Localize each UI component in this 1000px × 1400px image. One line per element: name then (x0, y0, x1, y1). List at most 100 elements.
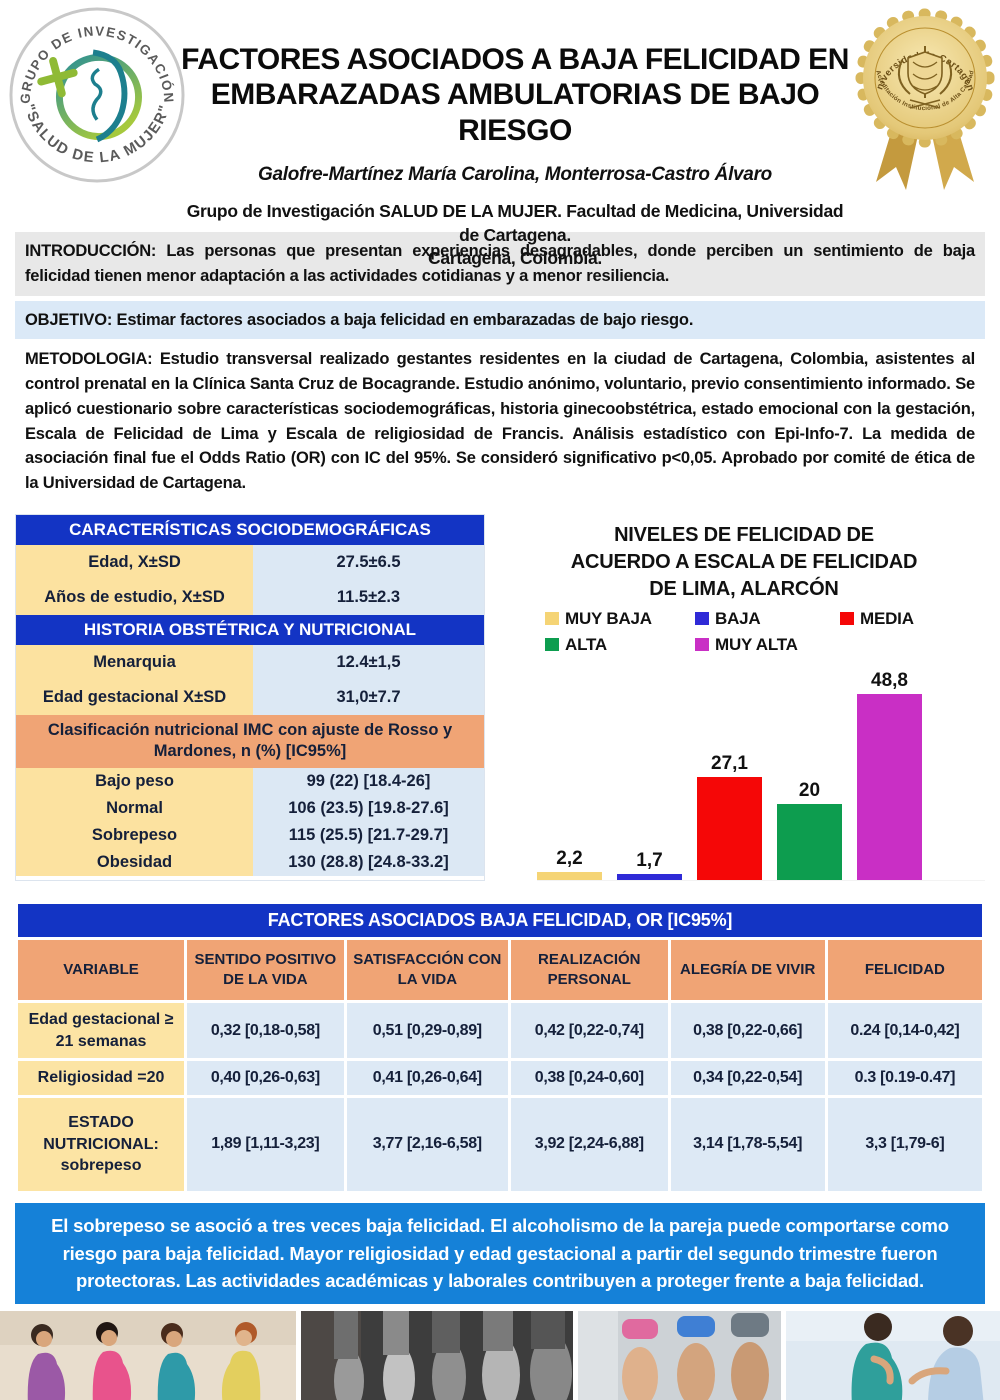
table-header-obstetric: HISTORIA OBSTÉTRICA Y NUTRICIONAL (16, 614, 484, 645)
or-table-row: Religiosidad =20 0,40 [0,26-0,63] 0,41 [… (18, 1061, 982, 1096)
column-header: REALIZACIÓN PERSONAL (510, 939, 668, 1001)
or-value: 3,3 [1,79-6] (827, 1098, 982, 1191)
chart-legend: MUY BAJA BAJA MEDIA ALTA MUY ALTA (545, 609, 985, 655)
or-value: 0,38 [0,24-0,60] (510, 1061, 668, 1096)
table-header-sociodemographic: CARACTERÍSTICAS SOCIODEMOGRÁFICAS (16, 514, 484, 545)
figure-pink (92, 1322, 132, 1400)
bar-alta: 20 (777, 780, 842, 880)
header-text-block: FACTORES ASOCIADOS A BAJA FELICIDAD EN E… (180, 0, 850, 271)
photo-pregnant-women-group (0, 1311, 296, 1400)
legend-item: MEDIA (840, 609, 965, 629)
legend-swatch-muy-alta (695, 638, 709, 652)
or-table-title: FACTORES ASOCIADOS BAJA FELICIDAD, OR [I… (18, 903, 982, 937)
legend-label: ALTA (565, 634, 607, 654)
photo-pregnant-couple (786, 1311, 1000, 1400)
figure-purple (27, 1324, 66, 1400)
column-header: VARIABLE (18, 939, 185, 1001)
or-value: 0,38 [0,22-0,66] (670, 1003, 825, 1059)
row-label: Normal (16, 794, 253, 822)
row-label: Sobrepeso (16, 821, 253, 849)
bar-media: 27,1 (697, 753, 762, 880)
row-label: Edad gestacional X±SD (16, 679, 253, 715)
bar (537, 871, 602, 880)
bar-value-label: 27,1 (711, 752, 748, 774)
column-header: ALEGRÍA DE VIVIR (670, 939, 825, 1001)
middle-row: CARACTERÍSTICAS SOCIODEMOGRÁFICAS Edad, … (15, 513, 985, 881)
column-header: SATISFACCIÓN CON LA VIDA (346, 939, 508, 1001)
row-label: Bajo peso (16, 767, 253, 795)
row-variable: ESTADO NUTRICIONAL: sobrepeso (18, 1098, 185, 1191)
university-seal: Universidad de Cartagena Acreditación In… (846, 0, 1000, 196)
bar (697, 776, 762, 880)
conclusion-section: El sobrepeso se asoció a tres veces baja… (15, 1202, 985, 1305)
belly-silhouettes (334, 1311, 572, 1400)
row-label: Obesidad (16, 848, 253, 876)
methodology-section: METODOLOGIA: Estudio transversal realiza… (15, 344, 985, 503)
poster-header: GRUPO DE INVESTIGACIÓN "SALUD DE LA MUJE… (0, 0, 1000, 268)
row-value: 31,0±7.7 (253, 679, 484, 715)
legend-label: MUY BAJA (565, 608, 652, 628)
legend-swatch-alta (545, 638, 559, 652)
column-header: FELICIDAD (827, 939, 982, 1001)
row-variable: Religiosidad =20 (18, 1061, 185, 1096)
table-row: Bajo peso 99 (22) [18.4-26] (16, 767, 484, 795)
legend-swatch-media (840, 612, 854, 626)
bar-muy-alta: 48,8 (857, 670, 922, 880)
or-value: 0,32 [0,18-0,58] (187, 1003, 344, 1059)
seal-scalloped-edge (855, 8, 995, 148)
table-row: Obesidad 130 (28.8) [24.8-33.2] (16, 848, 484, 876)
bar-value-label: 2,2 (556, 847, 583, 869)
photo-pregnant-bellies-color (578, 1311, 781, 1400)
or-value: 0,41 [0,26-0,64] (346, 1061, 508, 1096)
affiliation-line1: Grupo de Investigación SALUD DE LA MUJER… (186, 201, 844, 245)
torso-gray-top (731, 1313, 769, 1400)
research-group-logo: GRUPO DE INVESTIGACIÓN "SALUD DE LA MUJE… (8, 6, 186, 184)
sociodemographic-table: CARACTERÍSTICAS SOCIODEMOGRÁFICAS Edad, … (15, 513, 485, 881)
figure-yellow (221, 1322, 261, 1400)
legend-item: ALTA (545, 635, 695, 655)
photo-strip (0, 1311, 1000, 1400)
photo-pregnant-bellies-bw (301, 1311, 573, 1400)
legend-swatch-baja (695, 612, 709, 626)
legend-item: MUY ALTA (695, 635, 840, 655)
bar-value-label: 48,8 (871, 669, 908, 691)
row-label: Años de estudio, X±SD (16, 579, 253, 615)
or-value: 0,40 [0,26-0,63] (187, 1061, 344, 1096)
bar-muy-baja: 2,2 (537, 848, 602, 880)
row-value: 12.4±1,5 (253, 644, 484, 680)
row-variable: Edad gestacional ≥ 21 semanas (18, 1003, 185, 1059)
bar-value-label: 20 (798, 779, 821, 801)
row-value: 27.5±6.5 (253, 544, 484, 580)
legend-swatch-muy-baja (545, 612, 559, 626)
figure-blue-companion (908, 1316, 984, 1400)
or-table-row: ESTADO NUTRICIONAL: sobrepeso 1,89 [1,11… (18, 1098, 982, 1191)
table-header-nutrition: Clasificación nutricional IMC con ajuste… (16, 714, 484, 768)
table-row: Edad, X±SD 27.5±6.5 (16, 544, 484, 580)
legend-label: MUY ALTA (715, 634, 798, 654)
objective-section: OBJETIVO: Estimar factores asociados a b… (15, 300, 985, 340)
or-value: 3,14 [1,78-5,54] (670, 1098, 825, 1191)
or-value: 3,92 [2,24-6,88] (510, 1098, 668, 1191)
salud-de-la-mujer-logo-icon: GRUPO DE INVESTIGACIÓN "SALUD DE LA MUJE… (9, 7, 185, 183)
row-label: Menarquia (16, 644, 253, 680)
row-value: 99 (22) [18.4-26] (253, 767, 484, 795)
pregnant-bellies-color-illustration (578, 1311, 781, 1400)
or-value: 0,34 [0,22-0,54] (670, 1061, 825, 1096)
bar (617, 873, 682, 880)
table-row: Años de estudio, X±SD 11.5±2.3 (16, 579, 484, 615)
affiliation: Grupo de Investigación SALUD DE LA MUJER… (180, 200, 850, 271)
seal-inner-ring (874, 27, 976, 129)
or-value: 0.3 [0.19-0.47] (827, 1061, 982, 1096)
column-header: SENTIDO POSITIVO DE LA VIDA (187, 939, 344, 1001)
affiliation-line2: Cartagena, Colombia. (428, 248, 602, 269)
odds-ratio-table-section: FACTORES ASOCIADOS BAJA FELICIDAD, OR [I… (15, 900, 985, 1194)
or-value: 1,89 [1,11-3,23] (187, 1098, 344, 1191)
or-table-header-row: VARIABLE SENTIDO POSITIVO DE LA VIDA SAT… (18, 939, 982, 1001)
legend-item: BAJA (695, 609, 840, 629)
or-value: 0,51 [0,29-0,89] (346, 1003, 508, 1059)
poster-title: FACTORES ASOCIADOS A BAJA FELICIDAD EN E… (180, 42, 850, 148)
table-row: Sobrepeso 115 (25.5) [21.7-29.7] (16, 821, 484, 849)
or-value: 0.24 [0,14-0,42] (827, 1003, 982, 1059)
figure-teal (157, 1323, 196, 1400)
